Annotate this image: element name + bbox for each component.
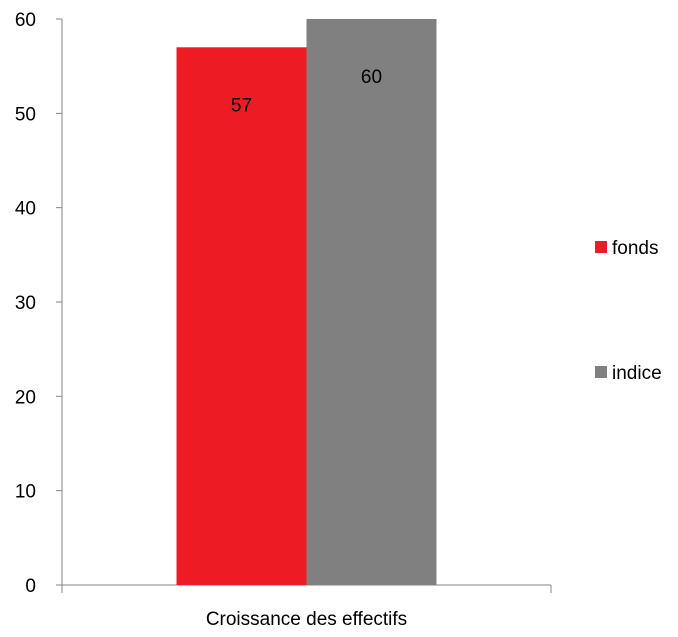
y-tick-label: 10 — [15, 482, 36, 503]
y-tick-label: 50 — [15, 104, 36, 125]
bar-fonds — [176, 47, 307, 586]
legend-swatch-fonds — [595, 241, 607, 253]
y-tick-label: 40 — [15, 199, 36, 220]
bar-data-label: 57 — [231, 95, 252, 116]
bar-data-label: 60 — [361, 67, 382, 88]
bar-indice — [306, 19, 437, 585]
legend-label-indice: indice — [612, 363, 662, 384]
legend: fonds indice — [595, 238, 662, 384]
x-axis: Croissance des effectifs — [61, 584, 552, 630]
y-tick-label: 0 — [25, 576, 36, 597]
y-tick-label: 30 — [15, 293, 36, 314]
legend-label-fonds: fonds — [612, 238, 658, 259]
y-tick-label: 60 — [15, 10, 36, 31]
bar-data-labels: 57 60 — [231, 67, 382, 116]
y-axis: 0 10 20 30 40 50 60 — [15, 10, 63, 597]
x-category-label: Croissance des effectifs — [206, 609, 407, 630]
bars — [176, 19, 437, 586]
y-tick-label: 20 — [15, 387, 36, 408]
legend-swatch-indice — [595, 366, 607, 378]
